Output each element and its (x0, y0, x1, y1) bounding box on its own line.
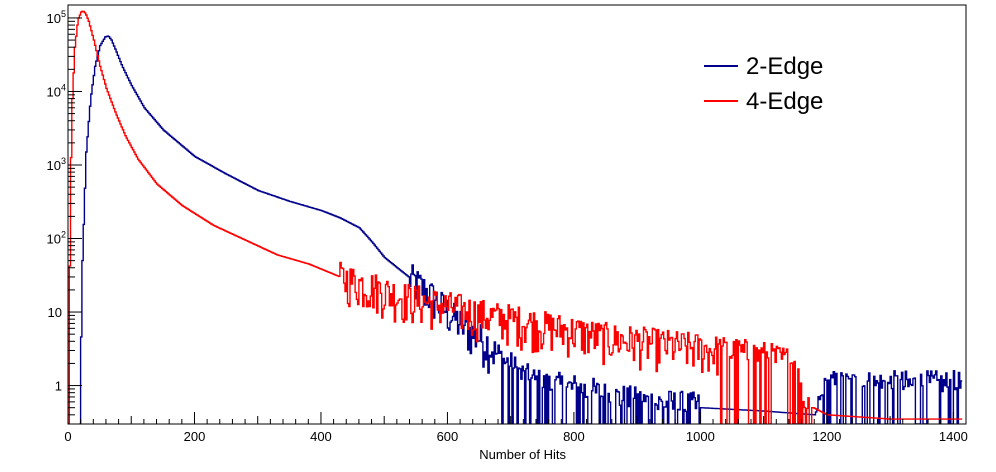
x-tick-label: 0 (64, 429, 71, 444)
x-tick-label: 800 (563, 429, 585, 444)
y-tick-label: 10 (48, 305, 62, 320)
y-tick-exponent: 3 (61, 156, 66, 166)
x-tick-label: 1400 (939, 429, 968, 444)
legend-label: 4-Edge (746, 88, 823, 115)
series-4-edge-line (68, 10, 963, 424)
y-tick-label: 1 (55, 379, 62, 394)
series-2-edge-line (79, 35, 963, 424)
y-tick-label: 103 (47, 156, 66, 173)
x-tick-label: 1000 (686, 429, 715, 444)
legend: 2-Edge 4-Edge (704, 53, 823, 115)
y-tick-base: 10 (47, 11, 61, 26)
x-axis: 0 200 400 600 800 1000 1200 1400 (64, 412, 968, 444)
y-tick-label: 105 (47, 9, 66, 26)
y-tick-base: 10 (47, 84, 61, 99)
y-tick-exponent: 4 (61, 82, 66, 92)
y-tick-label: 102 (47, 230, 66, 247)
legend-label: 2-Edge (746, 53, 823, 80)
x-tick-label: 600 (437, 429, 459, 444)
plot-frame (67, 4, 967, 425)
x-tick-label: 200 (184, 429, 206, 444)
y-tick-base: 10 (47, 232, 61, 247)
x-tick-label: 400 (310, 429, 332, 444)
y-tick-label: 104 (47, 82, 66, 99)
x-tick-label: 1200 (812, 429, 841, 444)
y-tick-base: 10 (47, 158, 61, 173)
x-axis-title: Number of Hits (479, 447, 566, 462)
y-tick-exponent: 2 (61, 230, 66, 240)
plot-area (68, 10, 963, 424)
y-tick-exponent: 5 (61, 9, 66, 19)
